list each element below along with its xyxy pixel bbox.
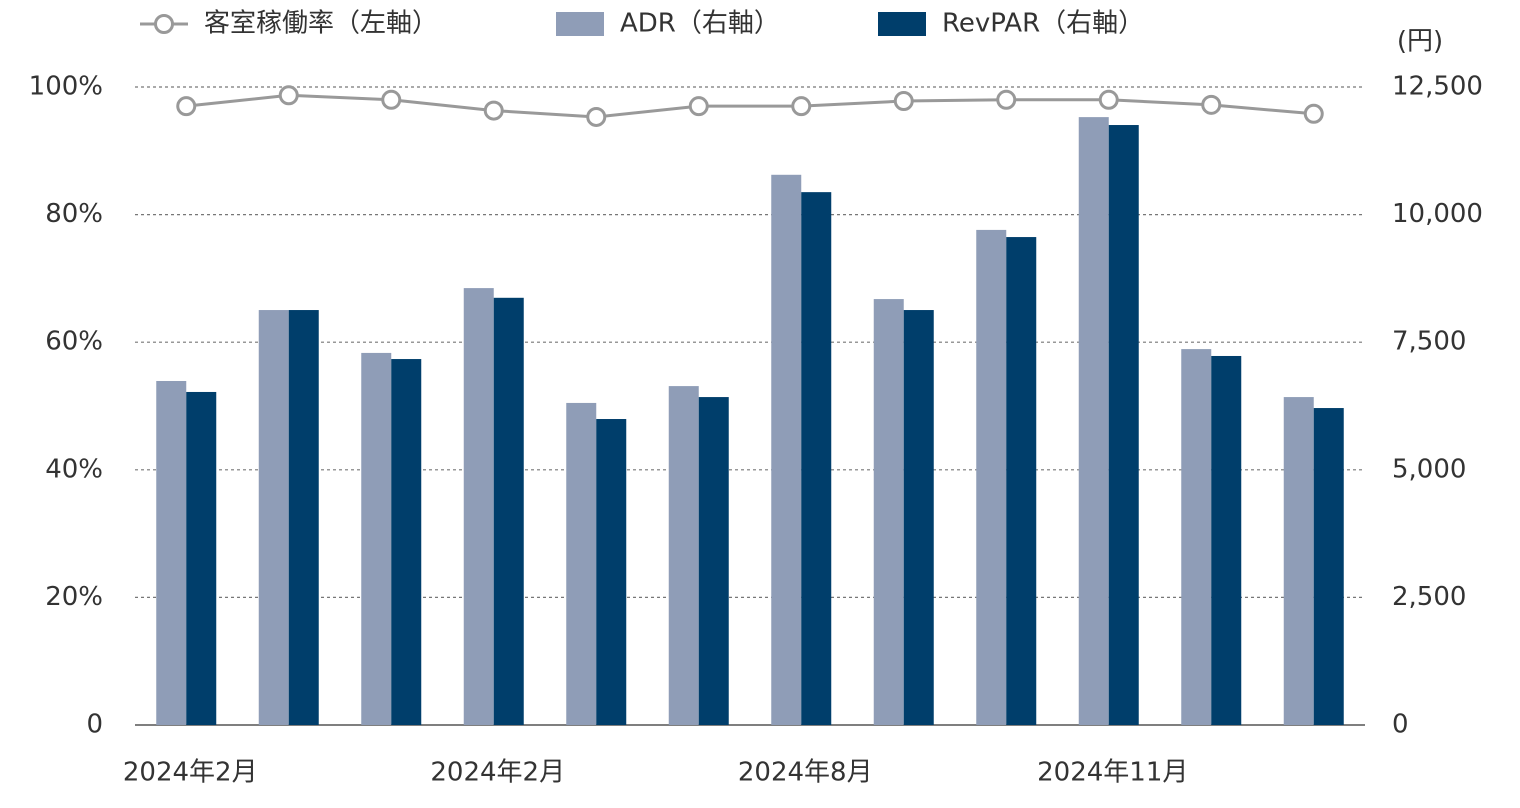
x-tick-label: 2024年2月 [430,758,565,788]
legend-label: 客室稼働率（左軸） [204,9,438,39]
bar [258,310,289,725]
x-tick-label: 2024年2月 [123,758,258,788]
bar [976,229,1007,726]
line [186,93,1314,119]
y2-tick-label: 7,500 [1392,327,1466,357]
legend-label: ADR（右軸） [620,9,780,39]
bar [698,397,729,725]
y-tick-label: 60% [45,327,103,357]
y2-tick-label: 2,500 [1392,582,1466,612]
line-marker [1098,89,1119,110]
bar [668,386,699,725]
x-tick-label: 2024年11月 [1037,758,1188,788]
bar [493,297,524,725]
line-marker [381,89,402,110]
legend-label: RevPAR（右軸） [942,9,1144,39]
y-tick-label: 0 [86,710,103,740]
y2-tick-label: 5,000 [1392,454,1466,484]
bar [1283,397,1314,725]
bar [186,391,217,725]
bar [873,299,904,725]
bar [903,310,934,725]
bar [288,310,319,725]
y2-axis-label: (円) [1397,27,1443,57]
bar [566,402,597,725]
legend-marker [154,14,174,34]
y2-tick-label: 0 [1392,710,1409,740]
bar [1006,237,1037,725]
y2-tick-label: 12,500 [1392,72,1483,102]
y-tick-label: 80% [45,199,103,229]
bar [156,380,187,725]
bar [1078,117,1109,726]
line-marker [483,100,504,121]
bar [361,352,392,725]
bar [1108,125,1139,726]
line-marker [791,96,812,117]
y-tick-label: 100% [29,72,103,102]
line-marker [1201,94,1222,115]
y-tick-label: 40% [45,454,103,484]
line-marker [996,89,1017,110]
y-tick-label: 20% [45,582,103,612]
y2-tick-label: 10,000 [1392,199,1483,229]
x-tick-label: 2024年8月 [738,758,873,788]
bar [771,174,802,725]
line-marker [688,96,709,117]
legend-swatch [878,12,926,36]
bar [1181,349,1212,725]
bar [801,192,832,725]
bar [463,288,494,725]
line-marker [1303,103,1324,124]
bar [391,359,422,725]
legend-swatch [556,12,604,36]
bar [1313,408,1344,725]
line-marker [893,91,914,112]
line-marker [586,106,607,127]
bar [596,419,627,725]
line-marker [176,96,197,117]
line-marker [278,85,299,106]
bar [1211,355,1242,725]
